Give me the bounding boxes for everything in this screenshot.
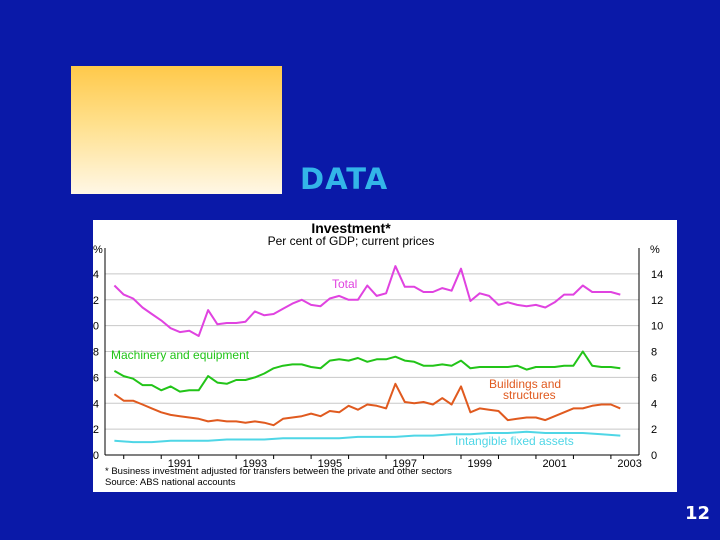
y-tick-label-left: 0 xyxy=(93,450,99,462)
series-label-total: Total xyxy=(332,277,357,291)
chart-subtitle: Per cent of GDP; current prices xyxy=(268,234,435,248)
x-tick-label: 1997 xyxy=(393,458,417,470)
series-label-buildings-line1: Buildings and xyxy=(489,377,561,391)
y-tick-label-left: 12 xyxy=(93,295,99,307)
label-layer: Total Machinery and equipment Buildings … xyxy=(111,277,574,448)
frame-layer: 0 0 2 2 4 4 6 6 8 8 10 10 12 12 14 14 1991 1993 1995 1997 19… xyxy=(93,248,663,470)
x-tick-label: 2003 xyxy=(617,458,641,470)
x-tick-label: 1999 xyxy=(467,458,491,470)
x-tick-label: 1993 xyxy=(243,458,267,470)
series-line-3 xyxy=(114,430,621,444)
decorative-gradient-block xyxy=(71,66,282,194)
y-tick-label-left: 2 xyxy=(93,424,99,436)
series-label-intangible: Intangible fixed assets xyxy=(455,434,574,448)
chart-source: Source: ABS national accounts xyxy=(105,477,236,488)
x-tick-label: 1991 xyxy=(168,458,192,470)
slide-heading: DATA xyxy=(300,162,389,196)
y-tick-label-right: 6 xyxy=(651,372,657,384)
series-line-0 xyxy=(113,265,621,337)
series-line-1 xyxy=(113,350,621,393)
y-tick-label-left: 6 xyxy=(93,372,99,384)
chart-title: Investment* xyxy=(311,220,391,236)
x-tick-label: 1995 xyxy=(318,458,342,470)
series-line-2 xyxy=(113,382,621,427)
page-number: 12 xyxy=(684,503,710,524)
investment-chart: Investment* Per cent of GDP; current pri… xyxy=(93,220,677,492)
y-tick-label-right: 12 xyxy=(651,295,663,307)
x-tick-label: 2001 xyxy=(542,458,566,470)
y-tick-label-left: 14 xyxy=(93,269,99,281)
chart-svg: Investment* Per cent of GDP; current pri… xyxy=(93,220,663,488)
y-tick-label-right: 8 xyxy=(651,347,657,359)
y-tick-label-left: 8 xyxy=(93,347,99,359)
series-label-buildings-line2: structures xyxy=(503,388,556,402)
chart-footnote: * Business investment adjusted for trans… xyxy=(105,466,452,477)
y-tick-label-left: 4 xyxy=(93,398,99,410)
y-tick-label-right: 0 xyxy=(651,450,657,462)
grid-layer xyxy=(105,273,639,430)
y-tick-label-right: 2 xyxy=(651,424,657,436)
y-tick-label-right: 10 xyxy=(651,321,663,333)
y-tick-label-right: 14 xyxy=(651,269,663,281)
y-tick-label-right: 4 xyxy=(651,398,657,410)
y-unit-left: % xyxy=(93,244,103,256)
series-layer xyxy=(113,265,621,444)
y-tick-label-left: 10 xyxy=(93,321,99,333)
y-unit-right: % xyxy=(650,244,660,256)
series-label-machinery: Machinery and equipment xyxy=(111,348,250,362)
